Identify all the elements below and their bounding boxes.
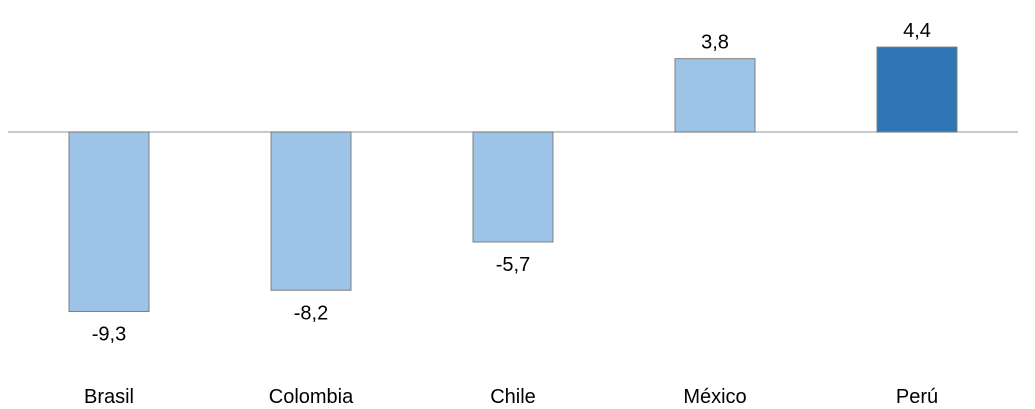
bar-brasil	[68, 131, 150, 312]
category-label-brasil: Brasil	[84, 386, 134, 408]
value-labels-group: -9,3 -8,2 -5,7 3,8 4,4	[92, 20, 931, 345]
bar-peru	[876, 46, 958, 133]
value-label-mexico: 3,8	[701, 32, 729, 54]
category-label-mexico: México	[683, 386, 746, 408]
bars-group	[68, 46, 958, 312]
category-label-colombia: Colombia	[269, 386, 354, 408]
category-label-peru: Perú	[896, 386, 938, 408]
value-label-brasil: -9,3	[92, 323, 126, 345]
value-label-colombia: -8,2	[294, 302, 328, 324]
category-labels-group: Brasil Colombia Chile México Perú	[84, 386, 938, 408]
value-label-chile: -5,7	[496, 254, 530, 276]
bar-mexico	[674, 58, 756, 133]
value-label-peru: 4,4	[903, 20, 931, 42]
bar-chile	[472, 131, 554, 243]
bar-colombia	[270, 131, 352, 291]
category-label-chile: Chile	[490, 386, 536, 408]
